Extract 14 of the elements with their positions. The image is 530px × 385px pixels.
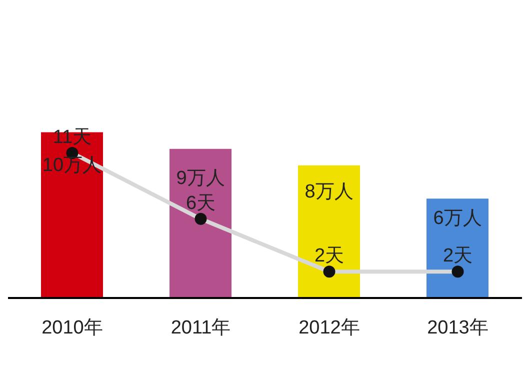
bar	[170, 148, 232, 298]
data-label: 11天	[52, 127, 92, 148]
x-tick-label: 2011年	[170, 317, 231, 338]
x-tick-label: 2012年	[298, 317, 360, 338]
bar	[298, 165, 360, 298]
x-tick-label: 2013年	[427, 317, 488, 338]
data-label: 8万人	[304, 181, 354, 202]
data-label: 6天	[186, 192, 216, 214]
data-label: 2天	[442, 246, 473, 267]
data-label: 6万人	[433, 208, 482, 229]
data-label: 9万人	[176, 168, 225, 190]
bar	[426, 198, 488, 298]
data-label: 2天	[314, 246, 344, 267]
x-tick-label: 2010年	[42, 317, 103, 338]
